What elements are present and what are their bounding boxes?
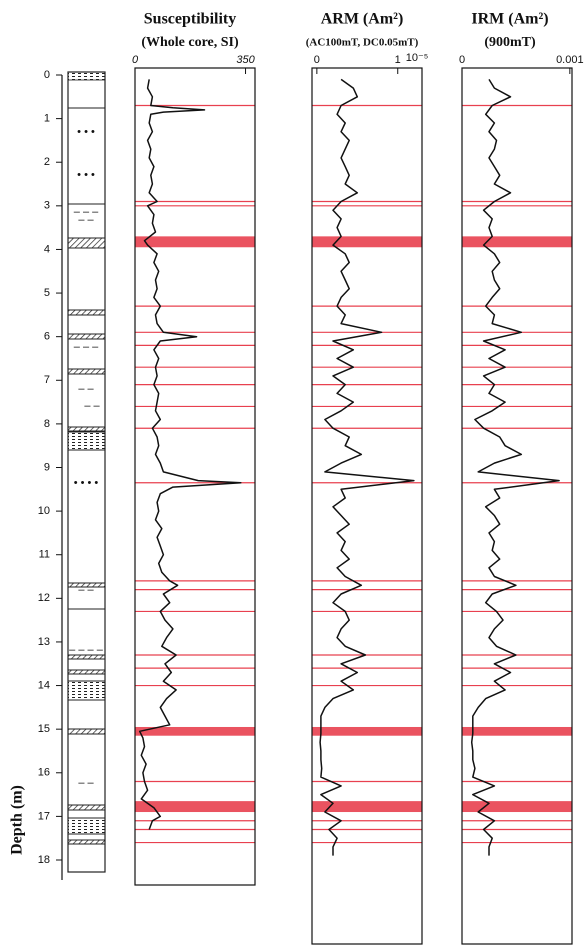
depth-tick-label: 15 [38,723,50,735]
svg-text:– –: – – [78,777,94,789]
panel-title: Susceptibility [144,11,236,28]
depth-tick-label: 10 [38,505,50,517]
svg-text:– –: – – [78,584,94,596]
depth-tick-label: 13 [38,636,50,648]
event-band [135,726,255,736]
svg-text:– – –: – – – [74,341,99,353]
depth-tick-label: 14 [38,679,50,691]
event-band [312,726,422,736]
panel-frame [311,67,423,945]
depth-tick-label: 5 [44,287,50,299]
panel-frame [461,67,573,945]
depth-tick-label: 12 [38,592,50,604]
depth-tick-label: 8 [44,418,50,430]
panel-title: IRM (Am²) [471,11,548,28]
depth-tick-label: 3 [44,200,50,212]
svg-text:• • •: • • • [77,126,95,138]
svg-text:• • •: • • • [77,169,95,181]
depth-tick-label: 11 [39,549,50,561]
svg-text:– –: – – [78,214,94,226]
depth-tick-label: 2 [44,156,50,168]
depth-tick-label: 6 [44,331,50,343]
x-tick-label: 0 [132,54,139,66]
depth-tick-label: 9 [44,461,50,473]
profile-curve [470,79,560,856]
svg-text:– – –: – – – [74,206,99,218]
depth-tick-label: 0 [44,69,50,81]
event-band [312,236,422,248]
event-band [135,801,255,813]
x-multiplier: 10⁻⁵ [406,52,429,64]
depth-tick-label: 4 [44,243,50,255]
x-tick-label: 0.001 [556,54,584,66]
x-tick-label: 0 [459,54,465,66]
panel-frame [134,67,256,886]
x-tick-label: 350 [236,54,255,66]
profile-curve [138,79,242,830]
panel-subtitle: (900mT) [484,35,536,50]
depth-tick-label: 16 [38,767,50,779]
svg-text:– –: – – [84,400,100,412]
svg-text:• • • •: • • • • [74,477,99,489]
panel-title: ARM (Am²) [321,11,404,28]
svg-text:– –: – – [78,383,94,395]
x-tick-label: 0 [314,54,320,66]
event-band [462,801,572,813]
svg-text:– – – –: – – – – [69,644,104,656]
event-band [312,801,422,813]
depth-tick-label: 1 [44,113,50,125]
lithology-column: • • • • • • – – – – – – – – – – – – • • … [67,71,106,873]
depth-tick-label: 7 [44,374,50,386]
depth-axis-label: Depth (m) [9,785,26,855]
profile-curve [319,78,415,856]
x-tick-label: 1 [395,54,401,66]
depth-tick-label: 18 [38,854,50,866]
panel-subtitle: (AC100mT, DC0.05mT) [306,37,419,49]
event-band [462,726,572,736]
event-band [462,236,572,248]
depth-tick-label: 17 [38,810,50,822]
event-band [135,236,255,248]
panel-subtitle: (Whole core, SI) [141,35,239,50]
